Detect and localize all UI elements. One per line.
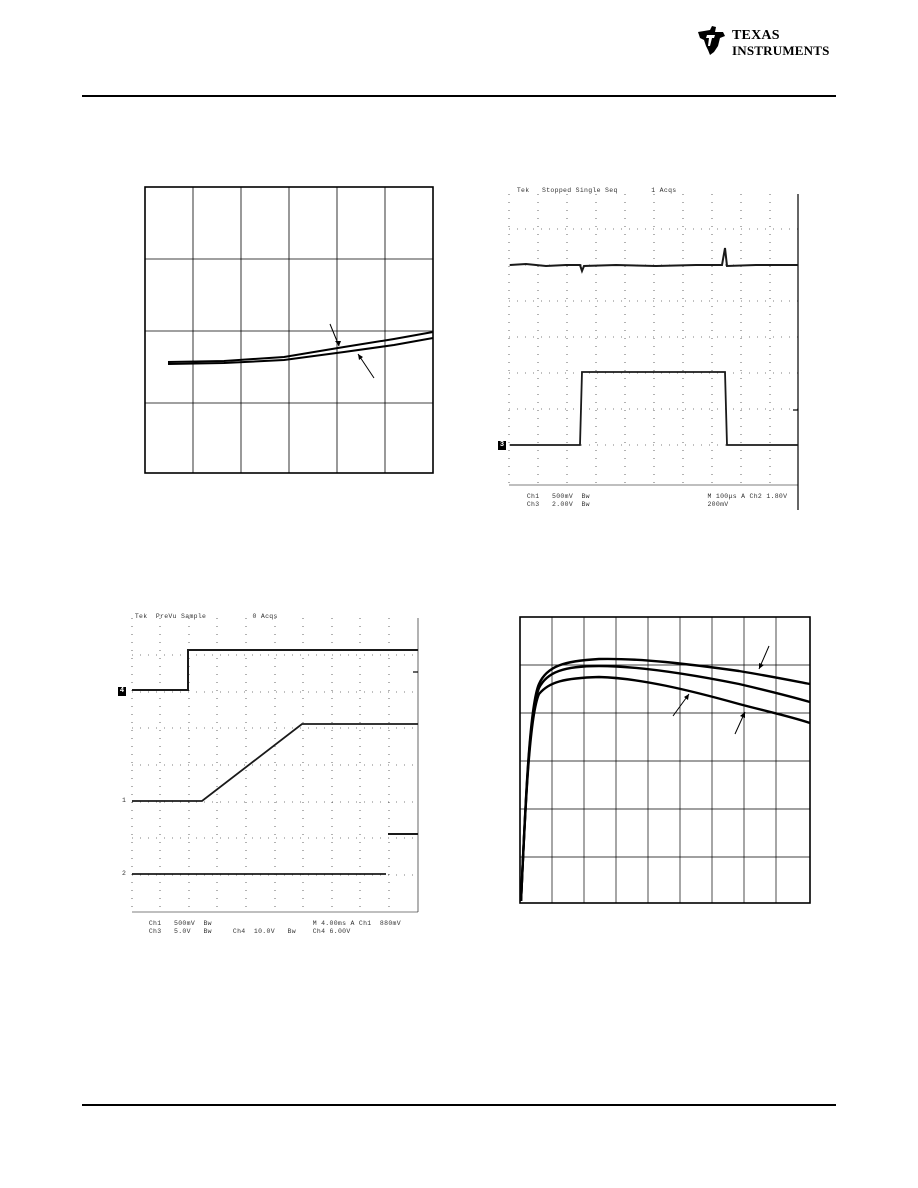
scope-bottom-left: Tek PreVu Sample 0 Acqs: [116, 606, 426, 936]
curve-middle: [519, 664, 811, 902]
ti-logo-icon: [698, 26, 725, 55]
figure-top-left: [144, 186, 434, 474]
graph-bottom-right: [519, 616, 811, 904]
scope2-channel-marker: 4: [118, 687, 126, 696]
curve-lower: [167, 337, 434, 365]
scope1-header: Tek Stopped Single Seq 1 Acqs: [516, 187, 677, 194]
logo-text-texas: TEXAS: [732, 28, 780, 43]
graph-top-left: [144, 186, 434, 474]
scope1-trace-bottom: [510, 371, 798, 446]
scope2-display: [131, 618, 419, 913]
scope2-level-label-1: 1: [122, 797, 127, 804]
scope1-footer-row2: Ch3 2.00V Bw 200mV: [526, 501, 729, 508]
scope2-trace-ch1: [132, 723, 418, 802]
scope-top-right: Tek Stopped Single Seq 1 Acqs: [496, 180, 806, 512]
scope2-footer-row2: Ch3 5.0V Bw Ch4 10.0V Bw Ch4 6.00V: [148, 928, 351, 935]
scope2-footer-row1: Ch1 500mV Bw M 4.00ms A Ch1 880mV: [148, 920, 401, 927]
scope1-footer-row1: Ch1 500mV Bw M 100μs A Ch2 1.80V: [526, 493, 788, 500]
scope2-level-label-2: 2: [122, 870, 127, 877]
ti-logo: TEXAS INSTRUMENTS: [696, 24, 838, 64]
curve-upper: [167, 331, 434, 363]
curve-top: [519, 657, 811, 902]
scope2-header: Tek PreVu Sample 0 Acqs: [134, 613, 278, 620]
curve-bottom: [519, 675, 811, 902]
scope2-trace-ch4: [132, 649, 418, 691]
header-rule: [82, 95, 836, 97]
footer-rule: [82, 1104, 836, 1106]
scope1-channel-marker: 3: [498, 441, 506, 450]
figure-bottom-right: [519, 616, 811, 904]
scope1-display: [508, 194, 799, 510]
scope1-trace-top: [509, 247, 798, 274]
logo-text-instruments: INSTRUMENTS: [732, 43, 830, 58]
